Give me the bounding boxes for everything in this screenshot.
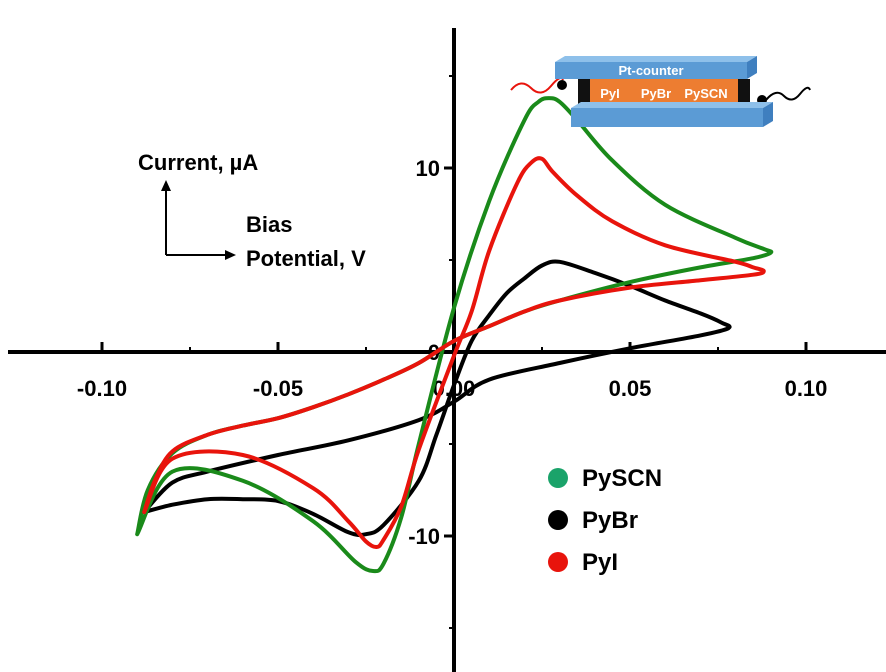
black-wire-icon	[765, 86, 811, 101]
series-layer	[135, 96, 774, 574]
bottom-electrode-side	[763, 102, 773, 127]
axis-direction-note: Current, µA Bias Potential, V	[138, 150, 366, 271]
legend-label-pyi: PyI	[582, 549, 618, 576]
y-tick-label: 10	[416, 156, 440, 181]
series-line-pyi	[142, 156, 766, 550]
x-axis-note-line2: Potential, V	[246, 246, 366, 271]
legend: PySCN PyBr PyI	[548, 465, 662, 576]
legend-label-pyscn: PySCN	[582, 465, 662, 492]
y-axis-note: Current, µA	[138, 150, 258, 175]
left-contact-icon	[557, 80, 567, 90]
right-arrow-icon	[225, 250, 236, 260]
y-tick-label: -10	[408, 524, 440, 549]
cell-label-pyscn: PySCN	[684, 86, 727, 101]
pt-counter-label: Pt-counter	[619, 63, 684, 78]
bottom-electrode	[571, 102, 773, 108]
x-tick-label: 0.05	[609, 376, 652, 401]
red-wire-icon	[510, 77, 564, 94]
legend-marker-pyscn	[548, 468, 568, 488]
top-electrode-front	[555, 62, 747, 79]
x-tick-label: -0.05	[253, 376, 303, 401]
up-arrow-icon	[161, 180, 171, 191]
legend-marker-pybr	[548, 510, 568, 530]
cell-label-pyi: PyI	[600, 86, 620, 101]
x-axis-note-line1: Bias	[246, 212, 292, 237]
top-electrode	[555, 56, 757, 62]
legend-marker-pyi	[548, 552, 568, 572]
cell-label-pybr: PyBr	[641, 86, 671, 101]
series-line-pybr	[142, 259, 732, 538]
bottom-electrode-front	[571, 108, 763, 127]
cell-schematic-inset: Pt-counter PyI PyBr PySCN	[510, 56, 811, 127]
top-electrode-side	[747, 56, 757, 79]
x-tick-label: -0.10	[77, 376, 127, 401]
x-tick-label: 0.10	[785, 376, 828, 401]
legend-label-pybr: PyBr	[582, 507, 638, 534]
right-spacer	[738, 79, 750, 108]
left-spacer	[578, 79, 590, 108]
